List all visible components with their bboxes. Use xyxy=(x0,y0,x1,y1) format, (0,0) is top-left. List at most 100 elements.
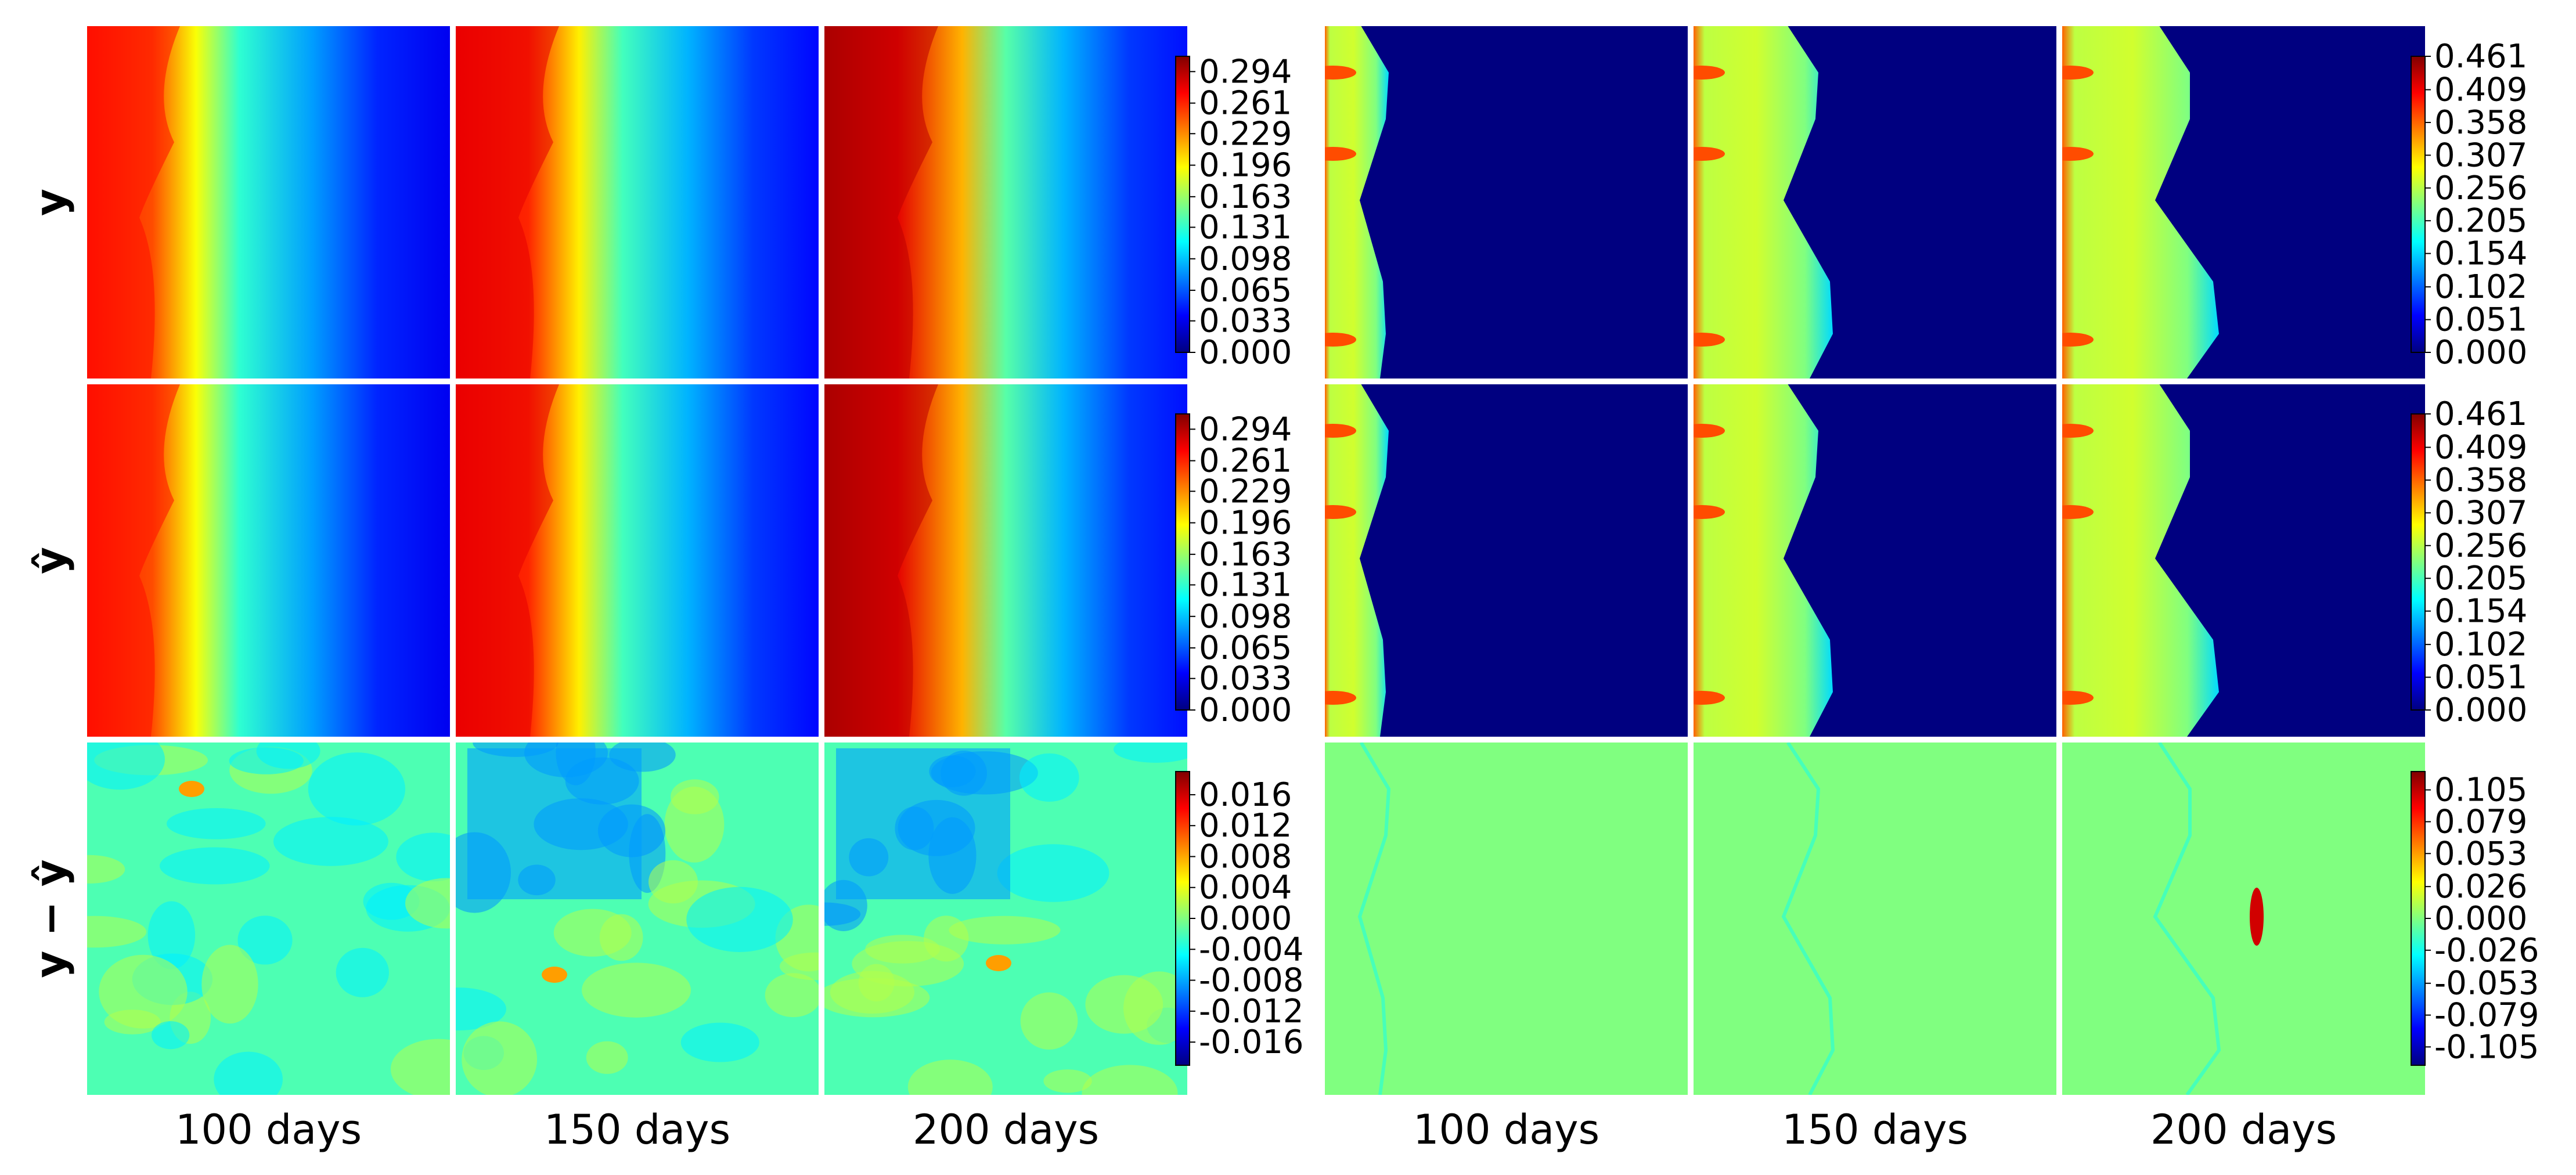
front-error xyxy=(1781,743,1835,1095)
front-contour xyxy=(824,26,938,379)
heatmap-panel-right-r0-c0 xyxy=(1325,26,1688,379)
heatmap-panel-left-error-c0 xyxy=(87,743,450,1095)
colorbar-tick-label: 0.131 xyxy=(1199,566,1292,604)
plume-region xyxy=(1694,26,1833,379)
error-region xyxy=(467,748,642,899)
front-contour xyxy=(456,384,559,737)
front-error xyxy=(1357,743,1391,1095)
injection-hotspot xyxy=(1694,147,1725,161)
error-blob xyxy=(273,817,388,866)
colorbar-gradient xyxy=(2411,771,2426,1066)
injection-hotspot xyxy=(1694,505,1725,519)
injection-hotspot xyxy=(1325,66,1356,80)
error-blob xyxy=(396,832,450,882)
colorbar-tick-label: 0.000 xyxy=(1199,900,1292,938)
heatmap-panel-left-error-c1 xyxy=(456,743,819,1095)
colorbar-tick-label: 0.163 xyxy=(1199,178,1292,216)
colorbar-tick-label: 0.229 xyxy=(1199,473,1292,510)
heatmap-panel-left-r1-c0 xyxy=(87,384,450,737)
error-blob xyxy=(214,1051,283,1095)
plume-region xyxy=(1694,384,1833,737)
colorbar-tick-label: -0.079 xyxy=(2434,997,2539,1035)
error-blob xyxy=(166,808,266,839)
error-blob xyxy=(824,902,861,926)
error-blob xyxy=(87,855,125,884)
colorbar-tick-label: 0.307 xyxy=(2434,494,2527,532)
plume-region xyxy=(2062,384,2219,737)
colorbar-tick-label: 0.008 xyxy=(1199,838,1292,875)
row-label: y − ŷ xyxy=(26,859,75,978)
heatmap-panel-right-error-c0 xyxy=(1325,743,1688,1095)
time-label: 100 days xyxy=(1413,1106,1599,1154)
colorbar-tick-label: 0.131 xyxy=(1199,208,1292,246)
injection-hotspot xyxy=(1325,505,1356,519)
colorbar-tick-label: 0.229 xyxy=(1199,115,1292,153)
colorbar-tick-label: 0.000 xyxy=(1199,691,1292,729)
colorbars: 0.2940.2610.2290.1960.1630.1310.0980.065… xyxy=(1175,38,2539,1066)
colorbar-tick-label: 0.000 xyxy=(2434,900,2527,938)
error-blob xyxy=(87,916,147,948)
heatmap-panel-right-r0-c2 xyxy=(2062,26,2425,379)
colorbar-tick-label: 0.196 xyxy=(1199,504,1292,542)
colorbar-tick-label: 0.000 xyxy=(2434,691,2527,729)
injection-hotspot xyxy=(2062,333,2094,347)
heatmap-panel-left-r1-c2 xyxy=(824,384,1187,737)
colorbar-tick-label: 0.154 xyxy=(2434,235,2527,273)
injection-hotspot xyxy=(1325,424,1356,438)
error-blob xyxy=(229,747,304,774)
injection-hotspot xyxy=(2062,424,2094,438)
front-contour xyxy=(824,384,938,737)
colorbar-tick-label: -0.004 xyxy=(1199,931,1304,968)
plume-region xyxy=(1325,26,1389,379)
colorbar-tick-label: 0.154 xyxy=(2434,593,2527,630)
colorbar-tick-label: 0.461 xyxy=(2434,38,2527,75)
error-blob xyxy=(152,1021,190,1050)
colorbar-tick-label: -0.105 xyxy=(2434,1028,2539,1066)
error-blob xyxy=(308,752,406,826)
colorbar-tick-label: 0.051 xyxy=(2434,301,2527,339)
time-label: 200 days xyxy=(2150,1106,2337,1154)
error-hotspot xyxy=(179,781,204,797)
colorbar-gradient xyxy=(1175,771,1190,1066)
error-blob xyxy=(599,914,643,961)
error-blob xyxy=(858,964,895,1001)
time-label: 200 days xyxy=(913,1106,1099,1154)
colorbar-tick-label: 0.358 xyxy=(2434,462,2527,499)
error-blob xyxy=(1113,743,1187,763)
colorbar-tick-label: 0.409 xyxy=(2434,71,2527,109)
colorbar-tick-label: 0.294 xyxy=(1199,53,1292,91)
colorbar-tick-label: 0.065 xyxy=(1199,629,1292,667)
colorbar-tick-label: 0.102 xyxy=(2434,268,2527,306)
time-label: 150 days xyxy=(544,1106,730,1154)
heatmap-panel-left-r1-c1 xyxy=(456,384,819,737)
heatmap-panel-right-error-c1 xyxy=(1694,743,2056,1095)
error-blob xyxy=(765,973,819,1018)
colorbar-tick-label: 0.000 xyxy=(1199,334,1292,372)
colorbar-tick-label: 0.033 xyxy=(1199,302,1292,340)
colorbar-tick-label: 0.026 xyxy=(2434,868,2527,906)
heatmap-panels xyxy=(87,26,2425,1095)
error-blob xyxy=(686,886,793,952)
heatmap-panel-left-error-c2 xyxy=(824,743,1187,1095)
error-blob xyxy=(390,1039,450,1095)
colorbar-tick-label: 0.205 xyxy=(2434,560,2527,597)
error-hotspot xyxy=(542,967,567,983)
heatmap-panel-right-r0-c1 xyxy=(1694,26,2056,379)
colorbar-gradient xyxy=(2411,56,2426,353)
colorbar-g0-r0: 0.2940.2610.2290.1960.1630.1310.0980.065… xyxy=(1175,53,1292,372)
colorbar-tick-label: 0.261 xyxy=(1199,85,1292,122)
error-field xyxy=(1325,743,1688,1095)
colorbar-tick-label: 0.004 xyxy=(1199,869,1292,907)
error-blob xyxy=(456,987,506,1030)
colorbar-tick-label: -0.016 xyxy=(1199,1023,1304,1061)
injection-hotspot xyxy=(2062,66,2094,80)
error-field xyxy=(2062,743,2425,1095)
error-blob xyxy=(586,1041,628,1074)
injection-hotspot xyxy=(2062,505,2094,519)
error-blob xyxy=(159,847,270,885)
error-hotspot xyxy=(986,955,1011,971)
injection-hotspot xyxy=(1325,147,1356,161)
error-blob xyxy=(680,1022,759,1062)
colorbar-tick-label: 0.261 xyxy=(1199,442,1292,480)
